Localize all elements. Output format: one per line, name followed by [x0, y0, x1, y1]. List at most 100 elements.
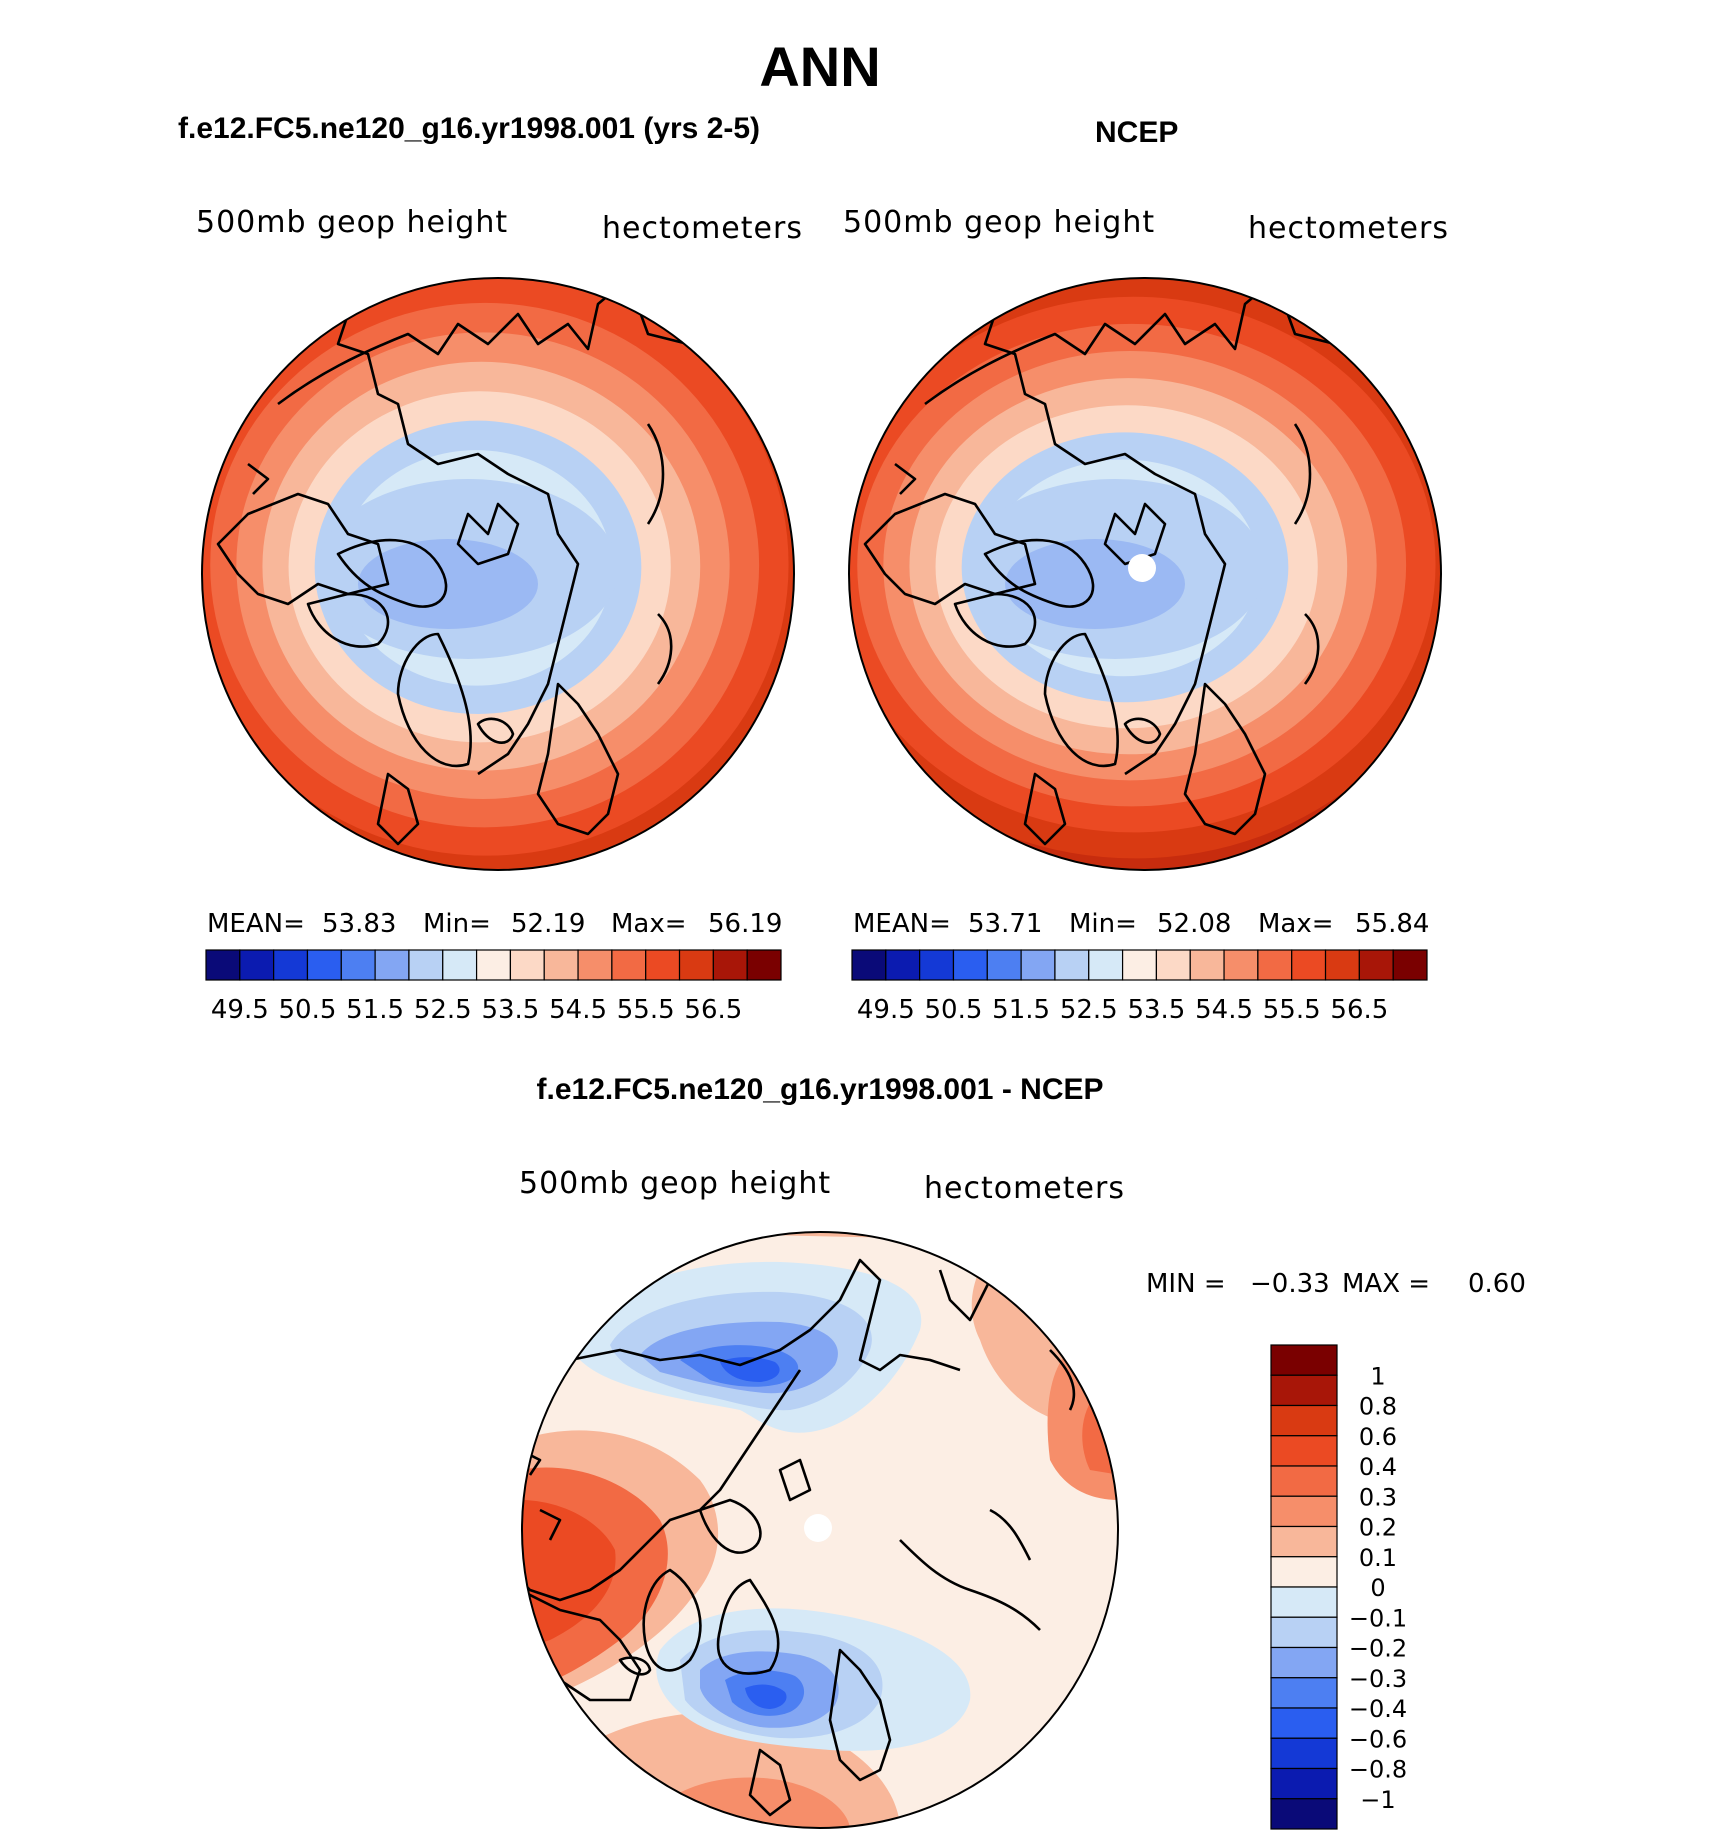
model-colorbar-swatch-15 [712, 949, 748, 981]
model-colorbar-tick-label: 50.5 [279, 995, 337, 1025]
diff-polar-map [522, 1232, 1118, 1828]
model-colorbar-swatch-3 [306, 949, 342, 981]
obs-colorbar-swatch-10 [1189, 949, 1225, 981]
model-colorbar-tick-label: 54.5 [549, 995, 607, 1025]
model-colorbar-swatch-6 [408, 949, 444, 981]
obs-units-label: hectometers [1248, 211, 1449, 246]
diff-colorbar-tick-label: −0.8 [1349, 1756, 1407, 1784]
diff-colorbar-tick-label: −0.3 [1349, 1665, 1407, 1693]
diff-colorbar-tick-label: −0.6 [1349, 1725, 1407, 1753]
model-map-outline [201, 277, 795, 871]
obs-map-outline [848, 277, 1442, 871]
diff-colorbar-swatch-8 [1270, 1586, 1338, 1618]
obs-colorbar-swatch-3 [952, 949, 988, 981]
model-colorbar-swatch-10 [543, 949, 579, 981]
obs-colorbar-swatch-16 [1392, 949, 1428, 981]
diff-colorbar-swatch-12 [1270, 1707, 1338, 1739]
model-polar-map [202, 278, 794, 870]
model-stats-row: MEAN= 53.83 Min= 52.19 Max= 56.19 [207, 909, 782, 939]
diff-panel: f.e12.FC5.ne120_g16.yr1998.001 - NCEP 50… [519, 1073, 1526, 1830]
model-max-label: Max= [611, 909, 687, 939]
model-colorbar-swatch-9 [509, 949, 545, 981]
model-colorbar-swatch-8 [475, 949, 512, 981]
obs-colorbar-tick-label: 53.5 [1127, 995, 1185, 1025]
diff-colorbar-tick-label: −0.1 [1349, 1604, 1407, 1632]
obs-coastlines [863, 278, 1396, 846]
model-colorbar: 49.5 50.5 51.5 52.5 53.5 54.5 55.5 56.5 [205, 949, 782, 1025]
diff-variable-label: 500mb geop height [519, 1166, 831, 1201]
model-colorbar-swatch-11 [577, 949, 613, 981]
diff-colorbar-swatch-1 [1270, 1374, 1338, 1407]
obs-colorbar-swatch-0 [851, 949, 887, 981]
obs-colorbar-swatch-1 [885, 949, 921, 981]
obs-mean-value: 53.71 [968, 909, 1042, 939]
obs-colorbar-swatch-9 [1155, 949, 1191, 981]
obs-colorbar-tick-label: 49.5 [857, 995, 915, 1025]
model-panel: f.e12.FC5.ne120_g16.yr1998.001 (yrs 2-5)… [178, 112, 803, 1025]
obs-polar-map [849, 278, 1441, 870]
obs-max-label: Max= [1258, 909, 1334, 939]
diff-colorbar-swatch-9 [1270, 1616, 1338, 1649]
model-max-value: 56.19 [708, 909, 782, 939]
diff-colorbar-tick-label: −0.4 [1349, 1695, 1407, 1723]
diff-colorbar-tick-label: −0.2 [1349, 1635, 1407, 1663]
obs-colorbar-swatch-11 [1223, 949, 1259, 981]
diff-colorbar-tick-label: 0.6 [1359, 1423, 1397, 1451]
obs-colorbar-swatch-5 [1020, 949, 1056, 981]
diff-stats-row: MIN = −0.33 MAX = 0.60 [1146, 1269, 1526, 1299]
model-colorbar-swatch-4 [340, 949, 376, 981]
obs-colorbar-tick-label: 50.5 [925, 995, 983, 1025]
obs-panel-title: NCEP [1095, 116, 1178, 149]
obs-mean-label: MEAN= [853, 909, 951, 939]
obs-colorbar-tick-label: 55.5 [1263, 995, 1321, 1025]
diff-colorbar-swatch-6 [1270, 1525, 1338, 1558]
page-title: ANN [759, 35, 880, 98]
model-units-label: hectometers [602, 211, 803, 246]
model-colorbar-swatch-5 [374, 949, 410, 981]
model-colorbar-tick-label: 51.5 [346, 995, 404, 1025]
diff-min-value: −0.33 [1250, 1269, 1330, 1299]
obs-colorbar-swatch-2 [919, 949, 955, 981]
model-colorbar-swatch-14 [678, 949, 714, 981]
obs-colorbar-tick-label: 51.5 [992, 995, 1050, 1025]
model-colorbar-swatch-2 [273, 949, 309, 981]
diff-colorbar-tick-label: 0.2 [1359, 1514, 1397, 1542]
diff-pole-hole [804, 1514, 832, 1542]
diff-colorbar-swatch-5 [1270, 1495, 1338, 1528]
model-variable-label: 500mb geop height [196, 205, 508, 240]
diff-units-label: hectometers [924, 1171, 1125, 1206]
diff-colorbar-swatch-7 [1270, 1556, 1338, 1588]
obs-colorbar-swatch-6 [1054, 949, 1090, 981]
diff-colorbar-swatch-14 [1270, 1767, 1338, 1800]
obs-colorbar-swatch-12 [1257, 949, 1293, 981]
diff-colorbar-swatch-10 [1270, 1646, 1338, 1679]
obs-colorbar-swatch-4 [986, 949, 1022, 981]
obs-colorbar-swatch-15 [1358, 949, 1394, 981]
diff-panel-title: f.e12.FC5.ne120_g16.yr1998.001 - NCEP [537, 1073, 1104, 1106]
model-min-label: Min= [423, 909, 491, 939]
model-colorbar-swatch-1 [239, 949, 275, 981]
model-colorbar-tick-label: 49.5 [211, 995, 269, 1025]
model-colorbar-swatch-7 [442, 949, 478, 981]
model-colorbar-tick-label: 55.5 [617, 995, 675, 1025]
diff-max-value: 0.60 [1468, 1269, 1526, 1299]
model-mean-label: MEAN= [207, 909, 305, 939]
obs-min-label: Min= [1069, 909, 1137, 939]
model-coastlines [216, 278, 749, 846]
diff-colorbar-tick-label: 0.1 [1359, 1544, 1397, 1572]
diff-colorbar-swatch-13 [1270, 1737, 1338, 1770]
obs-stats-row: MEAN= 53.71 Min= 52.08 Max= 55.84 [853, 909, 1429, 939]
diff-colorbar-tick-label: 0 [1370, 1574, 1385, 1602]
diff-colorbar-swatch-15 [1270, 1798, 1338, 1830]
diff-colorbar-swatch-4 [1270, 1465, 1338, 1497]
diff-colorbar-swatch-11 [1270, 1677, 1338, 1709]
model-cool-core-inner [358, 539, 538, 629]
obs-max-value: 55.84 [1355, 909, 1429, 939]
obs-variable-label: 500mb geop height [843, 205, 1155, 240]
diff-min-label: MIN = [1146, 1269, 1226, 1299]
diff-max-label: MAX = [1342, 1269, 1430, 1299]
diff-colorbar-tick-label: 0.4 [1359, 1453, 1397, 1481]
model-colorbar-swatch-12 [611, 949, 647, 981]
model-colorbar-swatch-0 [205, 949, 241, 981]
obs-colorbar: 49.5 50.5 51.5 52.5 53.5 54.5 55.5 56.5 [851, 949, 1428, 1025]
